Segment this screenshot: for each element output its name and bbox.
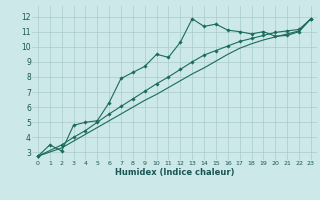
X-axis label: Humidex (Indice chaleur): Humidex (Indice chaleur) (115, 168, 234, 177)
